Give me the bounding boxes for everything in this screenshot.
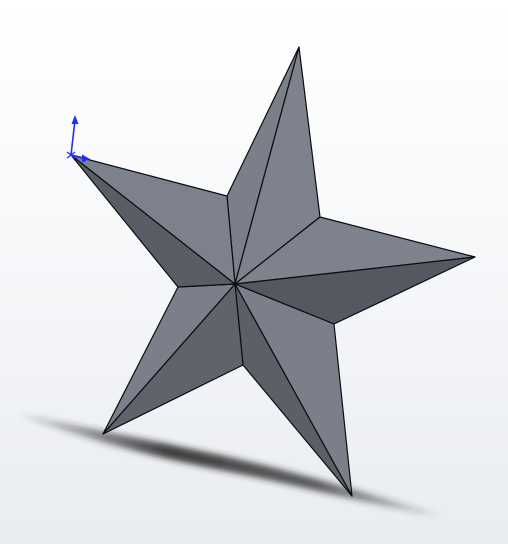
star-solid[interactable] <box>71 47 475 496</box>
face-left-upper[interactable] <box>71 155 235 284</box>
origin-triad-icon[interactable] <box>67 115 90 163</box>
ground-shadow <box>18 414 445 517</box>
